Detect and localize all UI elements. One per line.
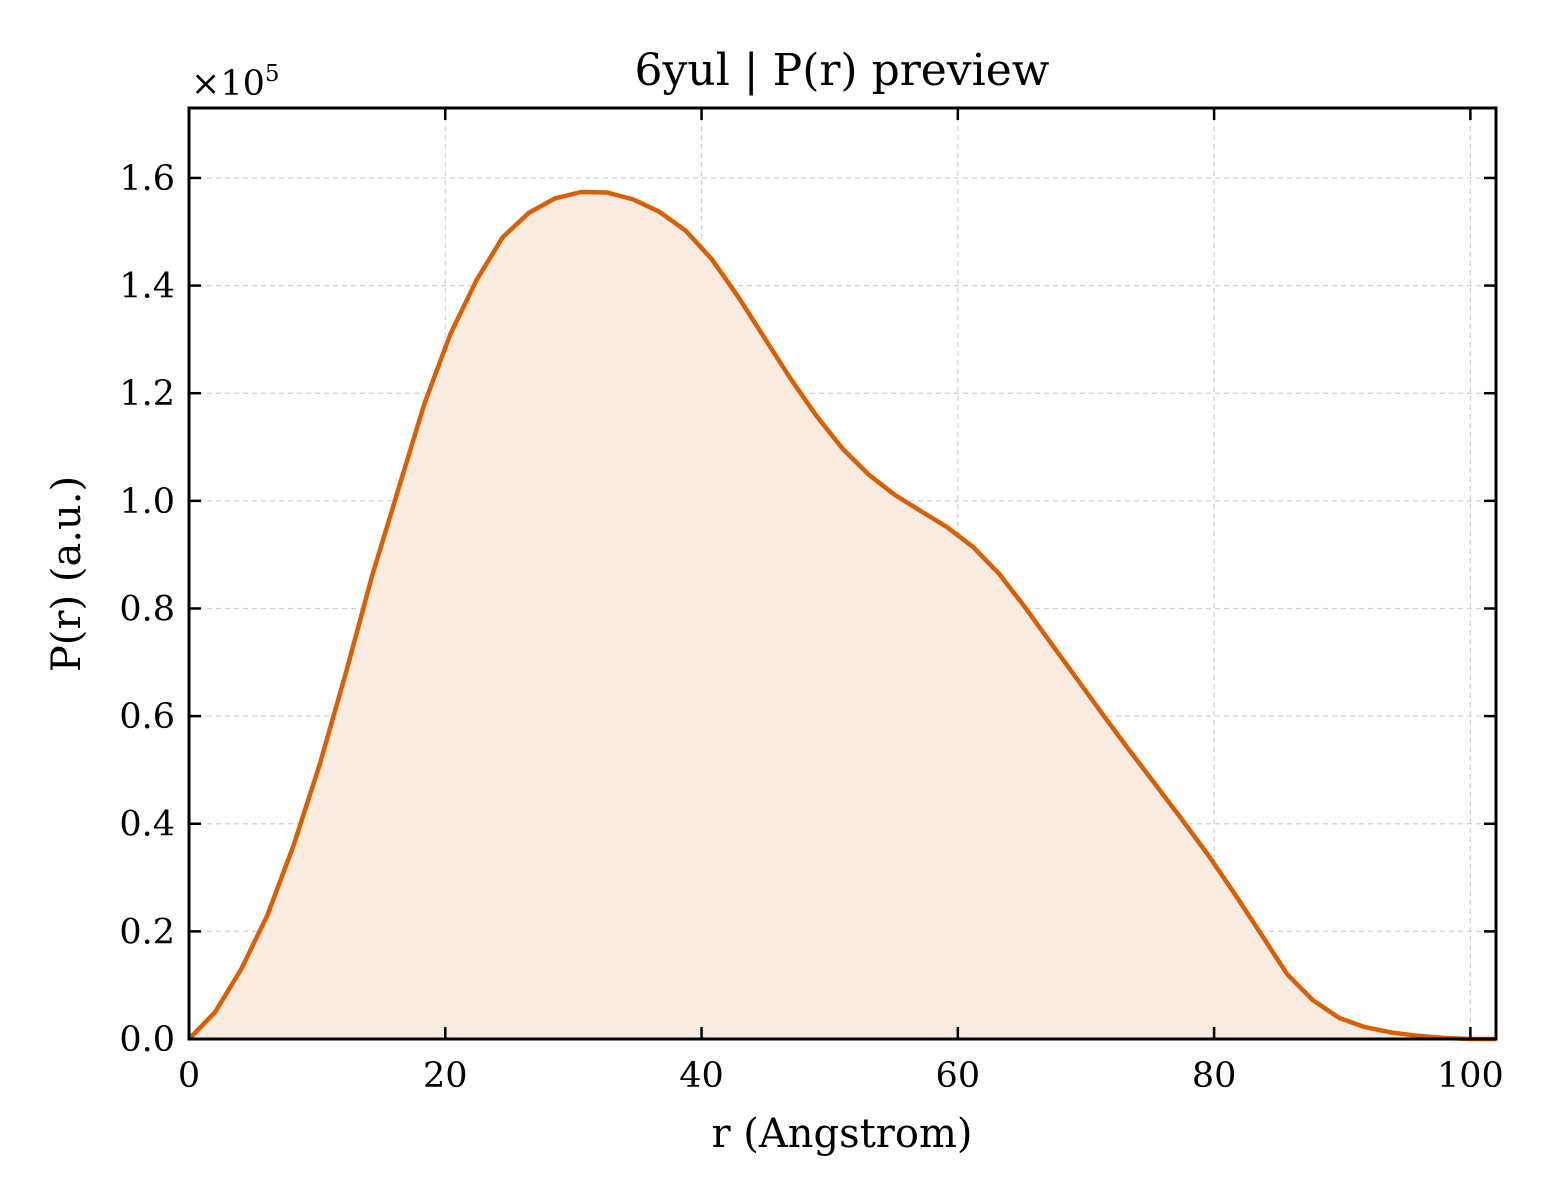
y-tick-label: 1.2 — [119, 374, 175, 414]
y-tick-labels: 0.0 0.2 0.4 0.6 0.8 1.0 1.2 1.4 1.6 — [119, 159, 175, 1060]
x-tick-label: 100 — [1437, 1056, 1504, 1096]
x-tick-labels: 0 20 40 60 80 100 — [178, 1056, 1504, 1096]
y-tick-label: 1.6 — [119, 159, 175, 199]
x-tick-label: 0 — [178, 1056, 200, 1096]
x-tick-label: 80 — [1192, 1056, 1237, 1096]
x-axis-label: r (Angstrom) — [711, 1111, 972, 1157]
y-multiplier: ×105 — [191, 61, 280, 104]
y-multiplier-base: ×10 — [191, 64, 265, 104]
y-tick-label: 1.0 — [119, 482, 175, 522]
x-tick-label: 40 — [679, 1056, 724, 1096]
y-multiplier-exponent: 5 — [265, 61, 280, 87]
pr-line — [187, 189, 1496, 1042]
y-axis-label: P(r) (a.u.) — [44, 476, 90, 672]
y-tick-label: 0.6 — [119, 697, 175, 737]
plot-frame — [187, 106, 1498, 1041]
pr-area-fill — [189, 192, 1496, 1039]
x-tick-label: 60 — [936, 1056, 981, 1096]
x-tick-label: 20 — [423, 1056, 468, 1096]
y-tick-label: 0.8 — [119, 589, 175, 629]
chart-title: 6yul | P(r) preview — [635, 45, 1050, 96]
y-tick-label: 0.0 — [119, 1020, 175, 1060]
y-tick-label: 0.4 — [119, 805, 175, 845]
y-tick-label: 1.4 — [119, 267, 175, 307]
y-tick-label: 0.2 — [119, 912, 175, 952]
